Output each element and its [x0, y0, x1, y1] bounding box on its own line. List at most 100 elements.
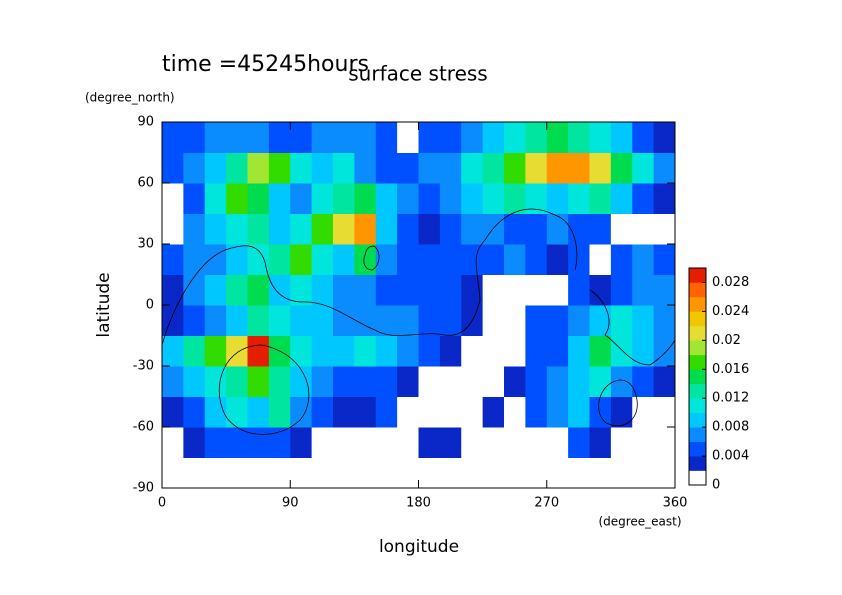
cell	[397, 366, 419, 397]
colorbar-swatch	[689, 340, 706, 356]
cell	[610, 335, 633, 367]
cell	[504, 122, 526, 153]
cell	[247, 213, 270, 245]
colorbar-swatch	[689, 441, 706, 457]
cell	[568, 274, 590, 306]
coastline	[218, 344, 310, 435]
cell	[589, 427, 612, 458]
cell	[610, 366, 633, 397]
cell	[546, 427, 569, 458]
cell	[418, 244, 441, 275]
cell	[333, 305, 355, 336]
cell	[204, 152, 227, 184]
cell	[632, 183, 655, 214]
cell	[461, 183, 484, 214]
cell	[268, 305, 291, 336]
cell	[162, 457, 184, 489]
cell	[354, 152, 377, 184]
cell	[439, 274, 462, 306]
x-tick-label: 0	[158, 496, 166, 511]
cell	[204, 427, 227, 458]
coastline	[161, 208, 578, 346]
cell	[482, 427, 505, 458]
cell	[204, 457, 227, 489]
cell	[290, 183, 313, 214]
cell	[290, 152, 313, 184]
colorbar-tick-label: 0.008	[712, 420, 749, 435]
cell	[333, 183, 355, 214]
cell	[461, 274, 484, 306]
cell	[632, 274, 655, 306]
cell	[525, 183, 548, 214]
cell	[375, 396, 398, 428]
cell	[183, 335, 206, 367]
cell	[504, 183, 526, 214]
y-unit: (degree_north)	[85, 91, 175, 105]
x-unit: (degree_east)	[598, 515, 681, 529]
cell	[354, 122, 377, 153]
cell	[375, 366, 398, 397]
cell	[290, 305, 313, 336]
cell	[632, 244, 655, 275]
x-tick-label: 180	[406, 496, 431, 511]
cell	[397, 244, 419, 275]
cell	[504, 244, 526, 275]
cell	[589, 244, 612, 275]
cell	[546, 305, 569, 336]
colorbar-swatch	[689, 311, 706, 327]
cell	[397, 213, 419, 245]
cell	[311, 183, 334, 214]
cell	[375, 427, 398, 458]
cell	[226, 213, 248, 245]
x-tick-label: 360	[663, 496, 688, 511]
colorbar-swatch	[689, 268, 706, 283]
cell	[589, 457, 612, 489]
cell	[632, 213, 655, 245]
coastline	[589, 289, 676, 366]
x-tick-label: 90	[282, 496, 299, 511]
x-axis-label: longitude	[379, 537, 459, 557]
cell	[610, 152, 633, 184]
cell	[247, 244, 270, 275]
cell	[311, 274, 334, 306]
cell	[568, 244, 590, 275]
cell	[461, 427, 484, 458]
cell	[546, 396, 569, 428]
cell	[568, 152, 590, 184]
cell	[589, 274, 612, 306]
cell	[653, 213, 676, 245]
cell	[589, 122, 612, 153]
colorbar-tick-label: 0.02	[712, 333, 741, 348]
cell	[589, 335, 612, 367]
cell	[546, 244, 569, 275]
cell	[268, 366, 291, 397]
cell	[311, 244, 334, 275]
cell	[439, 152, 462, 184]
cell	[653, 274, 676, 306]
cell	[632, 366, 655, 397]
cell	[333, 152, 355, 184]
cell	[525, 122, 548, 153]
y-tick-label: -60	[133, 420, 154, 435]
cell	[311, 457, 334, 489]
cell	[482, 396, 505, 428]
cell	[268, 122, 291, 153]
cell	[183, 396, 206, 428]
cell	[247, 183, 270, 214]
cell	[290, 274, 313, 306]
cell	[397, 457, 419, 489]
colorbar-swatch	[689, 427, 706, 442]
cell	[653, 152, 676, 184]
colorbar-swatch	[689, 383, 706, 399]
chart-title: surface stress	[348, 62, 487, 86]
cell	[204, 305, 227, 336]
cell	[589, 305, 612, 336]
y-tick-label: -30	[133, 359, 154, 374]
cell	[418, 335, 441, 367]
cell	[610, 427, 633, 458]
cell	[504, 305, 526, 336]
cell	[226, 366, 248, 397]
cell	[226, 457, 248, 489]
cell	[525, 427, 548, 458]
coastline	[598, 379, 638, 427]
